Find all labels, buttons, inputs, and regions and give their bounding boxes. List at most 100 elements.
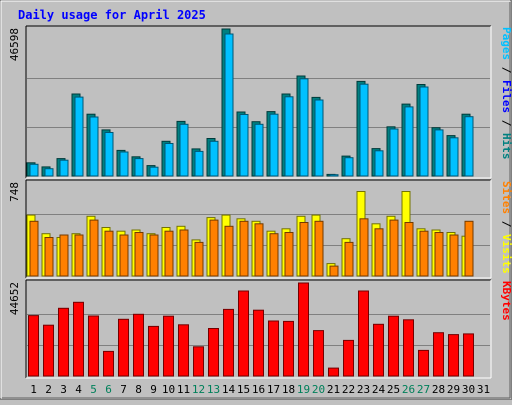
bar-hits-files-day-14 xyxy=(224,33,234,177)
panel-kbytes-legend: KBytes xyxy=(500,281,512,321)
bar-hits-files-day-9 xyxy=(149,166,159,177)
bar-visits-sites-day-25 xyxy=(389,219,399,277)
day-label-4: 4 xyxy=(75,383,82,396)
day-label-3: 3 xyxy=(60,383,67,396)
bar-visits-sites-day-1 xyxy=(29,220,39,277)
bar-hits-files-day-26 xyxy=(404,106,414,177)
bar-kbytes-kbytes-day-20 xyxy=(313,330,324,377)
day-label-21: 21 xyxy=(327,383,340,396)
bar-kbytes-kbytes-day-19 xyxy=(298,282,309,377)
bar-hits-files-day-11 xyxy=(179,123,189,177)
panel-hits-max-label: 46598 xyxy=(8,28,21,61)
legend-entry: Hits xyxy=(500,133,512,160)
bar-hits-files-day-5 xyxy=(89,116,99,177)
legend-entry: Files xyxy=(500,80,512,113)
bar-visits-sites-day-27 xyxy=(419,230,429,277)
day-label-8: 8 xyxy=(135,383,142,396)
bar-kbytes-kbytes-day-27 xyxy=(418,349,429,377)
bar-hits-files-day-27 xyxy=(419,86,429,177)
bar-kbytes-kbytes-day-6 xyxy=(103,350,114,377)
day-label-16: 16 xyxy=(252,383,265,396)
bar-kbytes-kbytes-day-13 xyxy=(208,328,219,377)
bar-hits-files-day-21 xyxy=(329,174,339,177)
day-label-27: 27 xyxy=(417,383,430,396)
bar-kbytes-kbytes-day-25 xyxy=(388,315,399,377)
day-label-5: 5 xyxy=(90,383,97,396)
day-label-29: 29 xyxy=(447,383,460,396)
bar-visits-sites-day-16 xyxy=(254,223,264,277)
bar-visits-sites-day-22 xyxy=(344,241,354,277)
bar-visits-sites-day-9 xyxy=(149,234,159,277)
bar-visits-sites-day-24 xyxy=(374,228,384,277)
chart-title: Daily usage for April 2025 xyxy=(18,8,206,22)
day-label-7: 7 xyxy=(120,383,127,396)
bar-kbytes-kbytes-day-30 xyxy=(463,333,474,377)
bar-kbytes-kbytes-day-18 xyxy=(283,320,294,377)
day-label-24: 24 xyxy=(372,383,386,396)
x-axis-day-labels: 1 2 3 4 5 6 7 8 9 10 11 12 13 14 15 16 17 18 19 20 21 22 23 24 2… xyxy=(30,383,490,396)
bar-visits-sites-day-20 xyxy=(314,220,324,277)
bar-hits-files-day-3 xyxy=(59,159,69,177)
bar-visits-sites-day-2 xyxy=(44,237,54,277)
day-label-18: 18 xyxy=(282,383,295,396)
day-label-25: 25 xyxy=(387,383,400,396)
chart-panels: 46598 Pages / Files / Hits 748 Sites / Visi… xyxy=(8,25,512,379)
day-label-19: 19 xyxy=(297,383,310,396)
bar-kbytes-kbytes-day-2 xyxy=(43,324,54,377)
bar-visits-sites-day-12 xyxy=(194,241,204,277)
bar-hits-files-day-16 xyxy=(254,123,264,177)
bar-hits-files-day-17 xyxy=(269,113,279,177)
day-label-6: 6 xyxy=(105,383,112,396)
bar-visits-sites-day-3 xyxy=(59,234,69,277)
day-label-20: 20 xyxy=(312,383,325,396)
bar-hits-files-day-19 xyxy=(299,78,309,177)
panel-hits-legend: Pages / Files / Hits xyxy=(500,27,512,160)
bar-hits-files-day-24 xyxy=(374,150,384,177)
bar-hits-files-day-2 xyxy=(44,168,54,177)
day-label-28: 28 xyxy=(432,383,445,396)
legend-entry: / xyxy=(500,214,512,234)
bar-kbytes-kbytes-day-9 xyxy=(148,325,159,377)
bar-hits-files-day-8 xyxy=(134,158,144,177)
legend-entry: Pages xyxy=(500,27,512,60)
bar-visits-sites-day-7 xyxy=(119,234,129,277)
legend-entry: Sites xyxy=(500,181,512,214)
bar-visits-sites-day-4 xyxy=(74,234,84,277)
day-label-22: 22 xyxy=(342,383,355,396)
bar-hits-files-day-28 xyxy=(434,129,444,177)
bar-visits-sites-day-15 xyxy=(239,220,249,277)
bar-hits-files-day-23 xyxy=(359,83,369,177)
bar-hits-files-day-18 xyxy=(284,96,294,177)
bar-kbytes-kbytes-day-23 xyxy=(358,290,369,377)
bar-hits-files-day-1 xyxy=(29,163,39,177)
bar-hits-files-day-30 xyxy=(464,116,474,177)
bar-kbytes-kbytes-day-21 xyxy=(328,367,339,377)
bar-kbytes-kbytes-day-12 xyxy=(193,346,204,377)
bar-hits-files-day-10 xyxy=(164,143,174,177)
bar-kbytes-kbytes-day-29 xyxy=(448,334,459,377)
bar-hits-files-day-7 xyxy=(119,151,129,177)
day-label-30: 30 xyxy=(462,383,475,396)
bar-visits-sites-day-6 xyxy=(104,230,114,277)
bar-visits-sites-day-21 xyxy=(329,265,339,277)
panel-visits-legend: Sites / Visits xyxy=(500,181,512,274)
bar-hits-files-day-13 xyxy=(209,140,219,177)
bar-kbytes-kbytes-day-11 xyxy=(178,324,189,377)
bar-visits-sites-day-29 xyxy=(449,234,459,277)
day-label-23: 23 xyxy=(357,383,370,396)
bar-kbytes-kbytes-day-5 xyxy=(88,315,99,377)
bar-visits-sites-day-17 xyxy=(269,233,279,277)
bar-visits-sites-day-26 xyxy=(404,222,414,277)
panel-kbytes: 44652 KBytes xyxy=(8,279,512,379)
day-label-11: 11 xyxy=(177,383,190,396)
bar-visits-sites-day-28 xyxy=(434,232,444,277)
bar-kbytes-kbytes-day-26 xyxy=(403,319,414,377)
bar-kbytes-kbytes-day-24 xyxy=(373,323,384,377)
bar-kbytes-kbytes-day-28 xyxy=(433,332,444,377)
bar-kbytes-kbytes-day-7 xyxy=(118,318,129,377)
bar-visits-sites-day-11 xyxy=(179,229,189,277)
bar-hits-files-day-20 xyxy=(314,99,324,177)
bar-hits-files-day-29 xyxy=(449,137,459,177)
day-label-17: 17 xyxy=(267,383,280,396)
